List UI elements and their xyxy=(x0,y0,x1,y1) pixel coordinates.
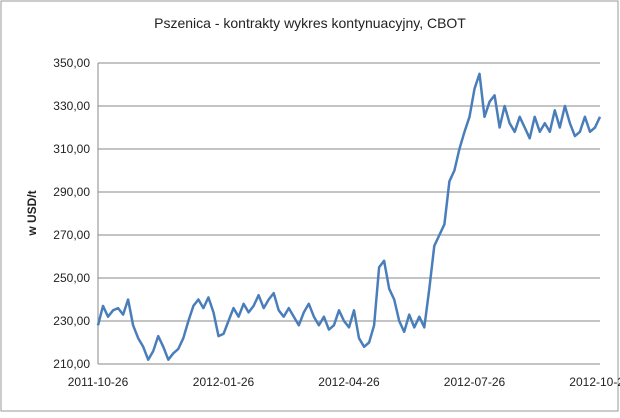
y-tick-label: 250,00 xyxy=(53,271,90,285)
x-tick-label: 2012-07-26 xyxy=(444,375,506,389)
y-tick-label: 270,00 xyxy=(53,228,90,242)
y-tick-label: 310,00 xyxy=(53,142,90,156)
x-tick-label: 2012-10-26 xyxy=(569,375,620,389)
y-tick-label: 210,00 xyxy=(53,357,90,371)
y-tick-label: 350,00 xyxy=(53,56,90,70)
y-axis-label: w USD/t xyxy=(25,190,39,236)
y-tick-label: 290,00 xyxy=(53,185,90,199)
data-line xyxy=(96,72,602,361)
x-tick-label: 2011-10-26 xyxy=(68,375,129,389)
chart-title: Pszenica - kontrakty wykres kontynuacyjn… xyxy=(154,15,466,31)
x-tick-label: 2012-04-26 xyxy=(318,375,380,389)
y-tick-label: 330,00 xyxy=(53,99,90,113)
y-tick-label: 230,00 xyxy=(53,314,90,328)
x-tick-label: 2012-01-26 xyxy=(193,375,255,389)
